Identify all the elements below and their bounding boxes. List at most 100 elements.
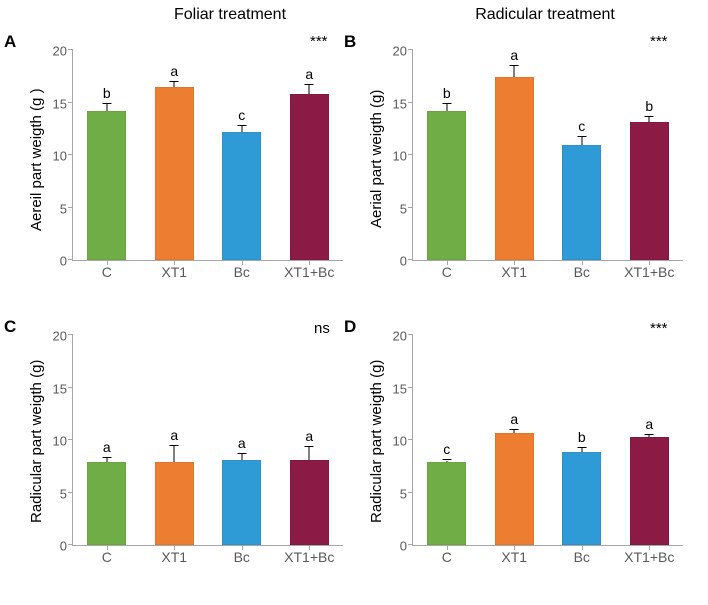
error-bar-line: [581, 448, 582, 451]
error-bar-cap: [102, 457, 111, 458]
bar-C-Bc: [222, 460, 261, 545]
error-bar-line: [106, 104, 107, 111]
error-bar-cap: [170, 445, 179, 446]
x-tick-mark: [107, 545, 108, 550]
bar-D-XT1: [495, 433, 534, 545]
bar-letter: a: [238, 435, 246, 451]
bar-letter: a: [103, 439, 111, 455]
y-tick-label: 5: [60, 486, 73, 501]
plot-area-A: 05101520bCaXT1cBcaXT1+Bc: [72, 50, 343, 261]
error-bar-cap: [170, 81, 179, 82]
bar-letter: b: [103, 85, 111, 101]
y-tick-label: 20: [393, 44, 413, 59]
y-tick-mark: [408, 544, 413, 545]
y-tick-mark: [408, 102, 413, 103]
bar-A-XT1: [155, 87, 194, 260]
x-tick-mark: [174, 260, 175, 265]
y-tick-label: 0: [60, 539, 73, 554]
error-bar-cap: [510, 429, 519, 430]
y-tick-label: 5: [60, 201, 73, 216]
y-tick-mark: [408, 387, 413, 388]
error-bar-cap: [237, 453, 246, 454]
error-bar-cap: [510, 65, 519, 66]
x-tick-mark: [514, 260, 515, 265]
y-tick-label: 0: [60, 254, 73, 269]
error-bar-line: [581, 137, 582, 144]
x-tick-mark: [309, 260, 310, 265]
error-bar-cap: [577, 447, 586, 448]
bar-A-XT1+Bc: [290, 94, 329, 260]
error-bar-line: [241, 454, 242, 461]
y-tick-mark: [68, 492, 73, 493]
plot-area-B: 05101520bCaXT1cBcbXT1+Bc: [412, 50, 683, 261]
y-tick-mark: [408, 207, 413, 208]
x-tick-mark: [447, 545, 448, 550]
error-bar-line: [106, 458, 107, 462]
bar-letter: c: [578, 118, 585, 134]
y-axis-label-D: Radicular part weigth (g): [368, 359, 385, 522]
y-axis-label-B: Aerial part weigth (g): [368, 89, 385, 227]
y-tick-label: 15: [393, 96, 413, 111]
y-tick-label: 10: [53, 434, 73, 449]
error-bar-cap: [442, 459, 451, 460]
y-axis-label-C: Radicular part weigth (g): [28, 359, 45, 522]
x-tick-mark: [514, 545, 515, 550]
bar-D-XT1+Bc: [630, 437, 669, 545]
panel-label-A: A: [4, 32, 16, 52]
plot-area-C: 05101520aCaXT1aBcaXT1+Bc: [72, 335, 343, 546]
y-tick-mark: [68, 259, 73, 260]
bar-letter: c: [443, 441, 450, 457]
y-tick-label: 5: [400, 201, 413, 216]
y-tick-label: 20: [393, 329, 413, 344]
y-tick-label: 20: [53, 329, 73, 344]
error-bar-cap: [305, 84, 314, 85]
error-bar-line: [514, 430, 515, 433]
y-tick-mark: [68, 49, 73, 50]
y-tick-label: 10: [393, 434, 413, 449]
y-tick-mark: [68, 102, 73, 103]
error-bar-cap: [102, 103, 111, 104]
x-tick-mark: [174, 545, 175, 550]
x-tick-mark: [242, 260, 243, 265]
bar-B-XT1: [495, 77, 534, 260]
y-tick-label: 15: [53, 381, 73, 396]
error-bar-cap: [577, 136, 586, 137]
error-bar-line: [446, 104, 447, 111]
error-bar-line: [174, 82, 175, 87]
x-tick-mark: [447, 260, 448, 265]
y-tick-mark: [408, 49, 413, 50]
x-tick-mark: [649, 545, 650, 550]
x-tick-mark: [309, 545, 310, 550]
panel-label-B: B: [344, 32, 356, 52]
x-tick-mark: [649, 260, 650, 265]
y-tick-mark: [408, 259, 413, 260]
significance-A: ***: [310, 33, 328, 50]
y-axis-label-A: Aereil part weigth (g ): [28, 88, 45, 231]
bar-C-XT1+Bc: [290, 460, 329, 545]
error-bar-cap: [237, 125, 246, 126]
y-tick-label: 10: [393, 149, 413, 164]
column-title-0: Foliar treatment: [105, 6, 355, 24]
bar-letter: a: [170, 63, 178, 79]
y-tick-mark: [68, 154, 73, 155]
error-bar-line: [309, 85, 310, 94]
x-tick-mark: [582, 545, 583, 550]
bar-letter: a: [510, 47, 518, 63]
y-tick-mark: [408, 492, 413, 493]
bar-letter: a: [305, 428, 313, 444]
y-tick-mark: [68, 439, 73, 440]
bar-D-Bc: [562, 452, 601, 545]
y-tick-label: 0: [400, 539, 413, 554]
bar-letter: b: [645, 98, 653, 114]
y-tick-mark: [68, 334, 73, 335]
error-bar-line: [514, 66, 515, 78]
y-tick-mark: [408, 439, 413, 440]
x-tick-mark: [582, 260, 583, 265]
y-tick-mark: [68, 544, 73, 545]
error-bar-cap: [442, 103, 451, 104]
y-tick-mark: [408, 154, 413, 155]
figure: Foliar treatment Radicular treatment A *** A…: [0, 0, 708, 605]
error-bar-cap: [645, 116, 654, 117]
column-title-1: Radicular treatment: [420, 6, 670, 24]
bar-letter: b: [443, 85, 451, 101]
